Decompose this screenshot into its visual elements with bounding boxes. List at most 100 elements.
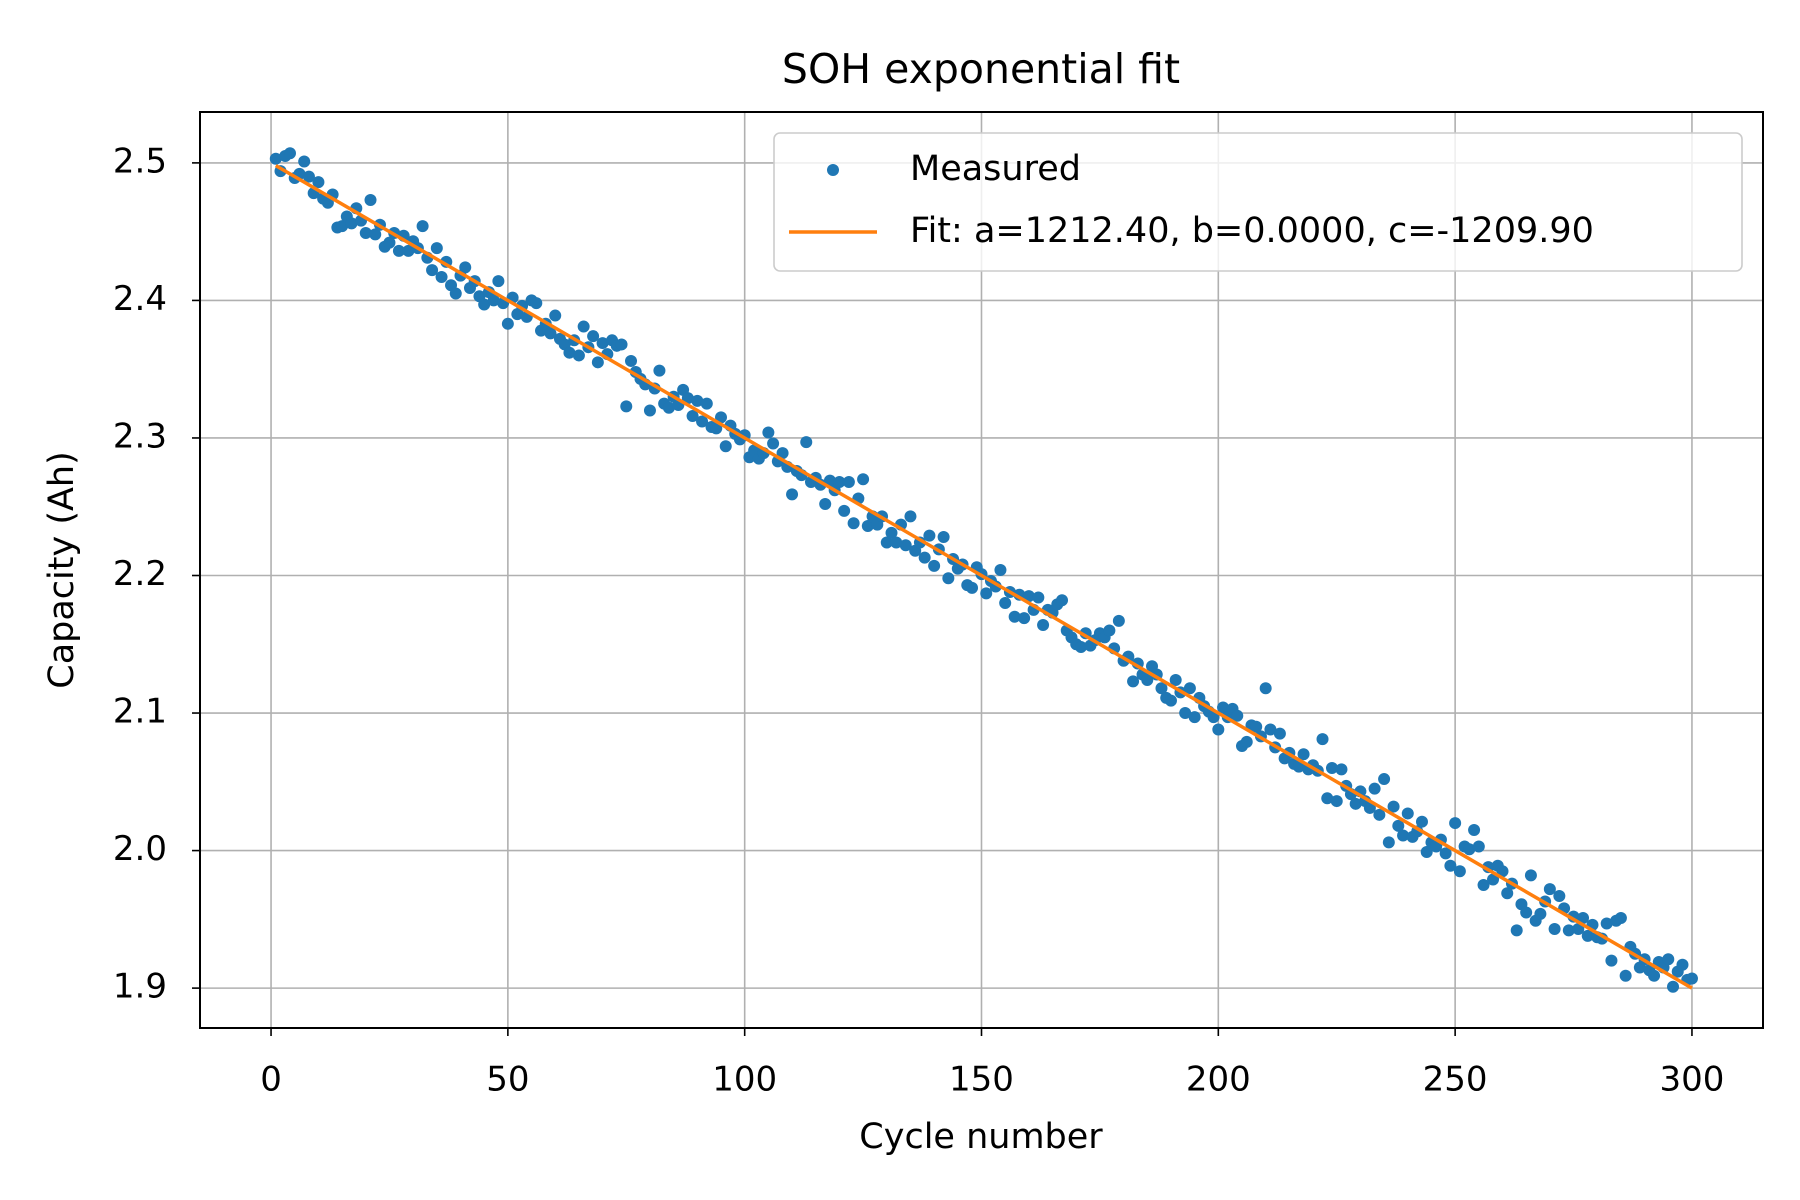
data-point [501,317,514,330]
data-point [1330,795,1343,808]
data-point [369,228,382,241]
data-point [842,475,855,488]
data-point [478,298,491,311]
data-point [1510,924,1523,937]
data-point [686,409,699,422]
data-point [1155,682,1168,695]
data-point [715,411,727,424]
data-point [591,356,604,369]
data-point [336,220,349,233]
data-point [1496,865,1509,878]
data-point [596,337,609,350]
y-tick-label: 2.3 [113,416,167,456]
data-point [1273,727,1286,740]
data-point [426,264,439,277]
legend-label: Measured [910,149,1081,189]
data-point [696,415,709,428]
data-point [861,519,874,532]
data-point [1378,773,1391,786]
data-point [487,294,500,307]
x-axis-label: Cycle number [859,1117,1103,1157]
axes: 0 50 100 150 200 250 300 1.9 2.0 2.1 2.2 2.3 2.4 2.5 [113,141,1724,1099]
data-point [549,309,562,322]
data-point [1534,907,1547,920]
data-point [1562,924,1575,937]
data-point [1392,819,1405,832]
data-point [980,587,993,600]
data-point [625,354,638,367]
data-point [1349,797,1362,810]
x-tick-label: 150 [949,1060,1014,1100]
data-point [1382,836,1395,849]
data-point [719,440,732,453]
data-point [1600,917,1613,930]
data-point [1373,808,1386,821]
legend: Measured Fit: a=1212.40, b=0.0000, c=-120… [773,132,1743,272]
data-point [345,217,358,230]
data-point [710,422,723,435]
data-point [1463,843,1476,856]
data-point [762,426,775,439]
data-point [359,227,372,240]
data-point [492,275,505,288]
data-point [298,155,311,168]
x-tick-label: 300 [1660,1060,1725,1100]
data-point [1501,887,1514,900]
data-point [1420,845,1433,858]
data-point [1325,762,1338,775]
legend-label: Fit: a=1212.40, b=0.0000, c=-1209.90 [910,211,1594,251]
data-point [1188,711,1201,724]
data-point [1164,694,1177,707]
data-point [383,236,396,249]
data-point [885,526,898,539]
data-point [904,510,917,523]
y-tick-label: 2.0 [113,829,167,869]
data-point [1297,748,1310,761]
data-point [1577,911,1590,924]
x-tick-label: 50 [486,1060,529,1100]
data-point [1553,889,1566,902]
data-point [700,397,713,410]
data-point [416,220,429,233]
x-tick-label: 250 [1423,1060,1488,1100]
data-point [1056,594,1069,607]
data-point [1250,720,1263,733]
data-point [1449,817,1462,830]
data-point [1415,815,1428,828]
y-tick-label: 2.4 [113,279,167,319]
data-point [847,517,860,530]
x-tick-label: 200 [1186,1060,1251,1100]
y-tick-label: 2.5 [113,141,167,181]
data-point [1468,823,1481,836]
data-point [364,194,377,207]
data-point [681,392,694,405]
data-point [918,551,931,564]
data-point [1316,733,1329,746]
legend-box [773,132,1743,272]
data-point [1543,883,1556,896]
data-point [1401,807,1414,820]
data-point [1548,922,1561,935]
data-point [899,539,912,552]
data-point [1397,829,1410,842]
data-point [459,261,472,274]
data-point [1676,958,1689,971]
data-point [312,176,325,189]
y-axis-label: Capacity (Ah) [42,451,82,689]
data-point [620,400,633,413]
data-point [1335,763,1348,776]
data-point [1614,911,1627,924]
data-point [1259,682,1272,695]
data-point [819,497,832,510]
data-point [838,504,851,517]
data-point [392,244,405,257]
data-point [1008,610,1021,623]
data-point [1619,969,1632,982]
data-point [1074,641,1087,654]
data-point [1207,711,1220,724]
data-point [1217,701,1230,714]
data-point [402,244,415,257]
data-point [928,559,941,572]
data-point [890,536,903,549]
